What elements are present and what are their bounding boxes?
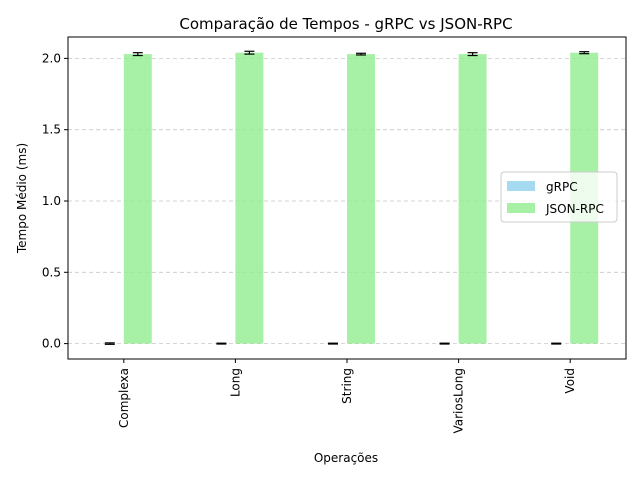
legend-label-json-rpc: JSON-RPC: [545, 202, 604, 216]
chart-title: Comparação de Tempos - gRPC vs JSON-RPC: [179, 15, 512, 33]
error-bars: [104, 50, 590, 345]
y-tick-label: 1.5: [42, 123, 61, 137]
bar-json-rpc-string: [347, 54, 375, 344]
legend-swatch-grpc: [507, 181, 535, 191]
y-tick-label: 1.0: [42, 194, 61, 208]
x-tick-label: Void: [563, 368, 577, 394]
bar-json-rpc-complexa: [123, 54, 152, 344]
bars: [123, 52, 599, 344]
bar-json-rpc-long: [235, 52, 264, 344]
x-tick-label: Long: [228, 368, 242, 397]
x-tick-label: VariosLong: [452, 368, 466, 434]
y-tick-label: 2.0: [42, 51, 61, 65]
x-tick-label: String: [340, 368, 354, 404]
bar-json-rpc-varioslong: [458, 54, 487, 344]
legend-label-grpc: gRPC: [546, 180, 578, 194]
legend: gRPC JSON-RPC: [500, 171, 618, 223]
legend-swatch-json-rpc: [507, 203, 535, 213]
y-tick-label: 0.0: [42, 337, 61, 351]
y-axis-label: Tempo Médio (ms): [15, 143, 29, 254]
x-axis-label: Operações: [314, 451, 378, 465]
x-axis-ticks: Complexa Long String VariosLong Void: [117, 359, 577, 434]
y-tick-label: 0.5: [42, 265, 61, 279]
x-tick-label: Complexa: [117, 368, 131, 428]
y-axis-ticks: 0.0 0.5 1.0 1.5 2.0: [42, 51, 68, 351]
